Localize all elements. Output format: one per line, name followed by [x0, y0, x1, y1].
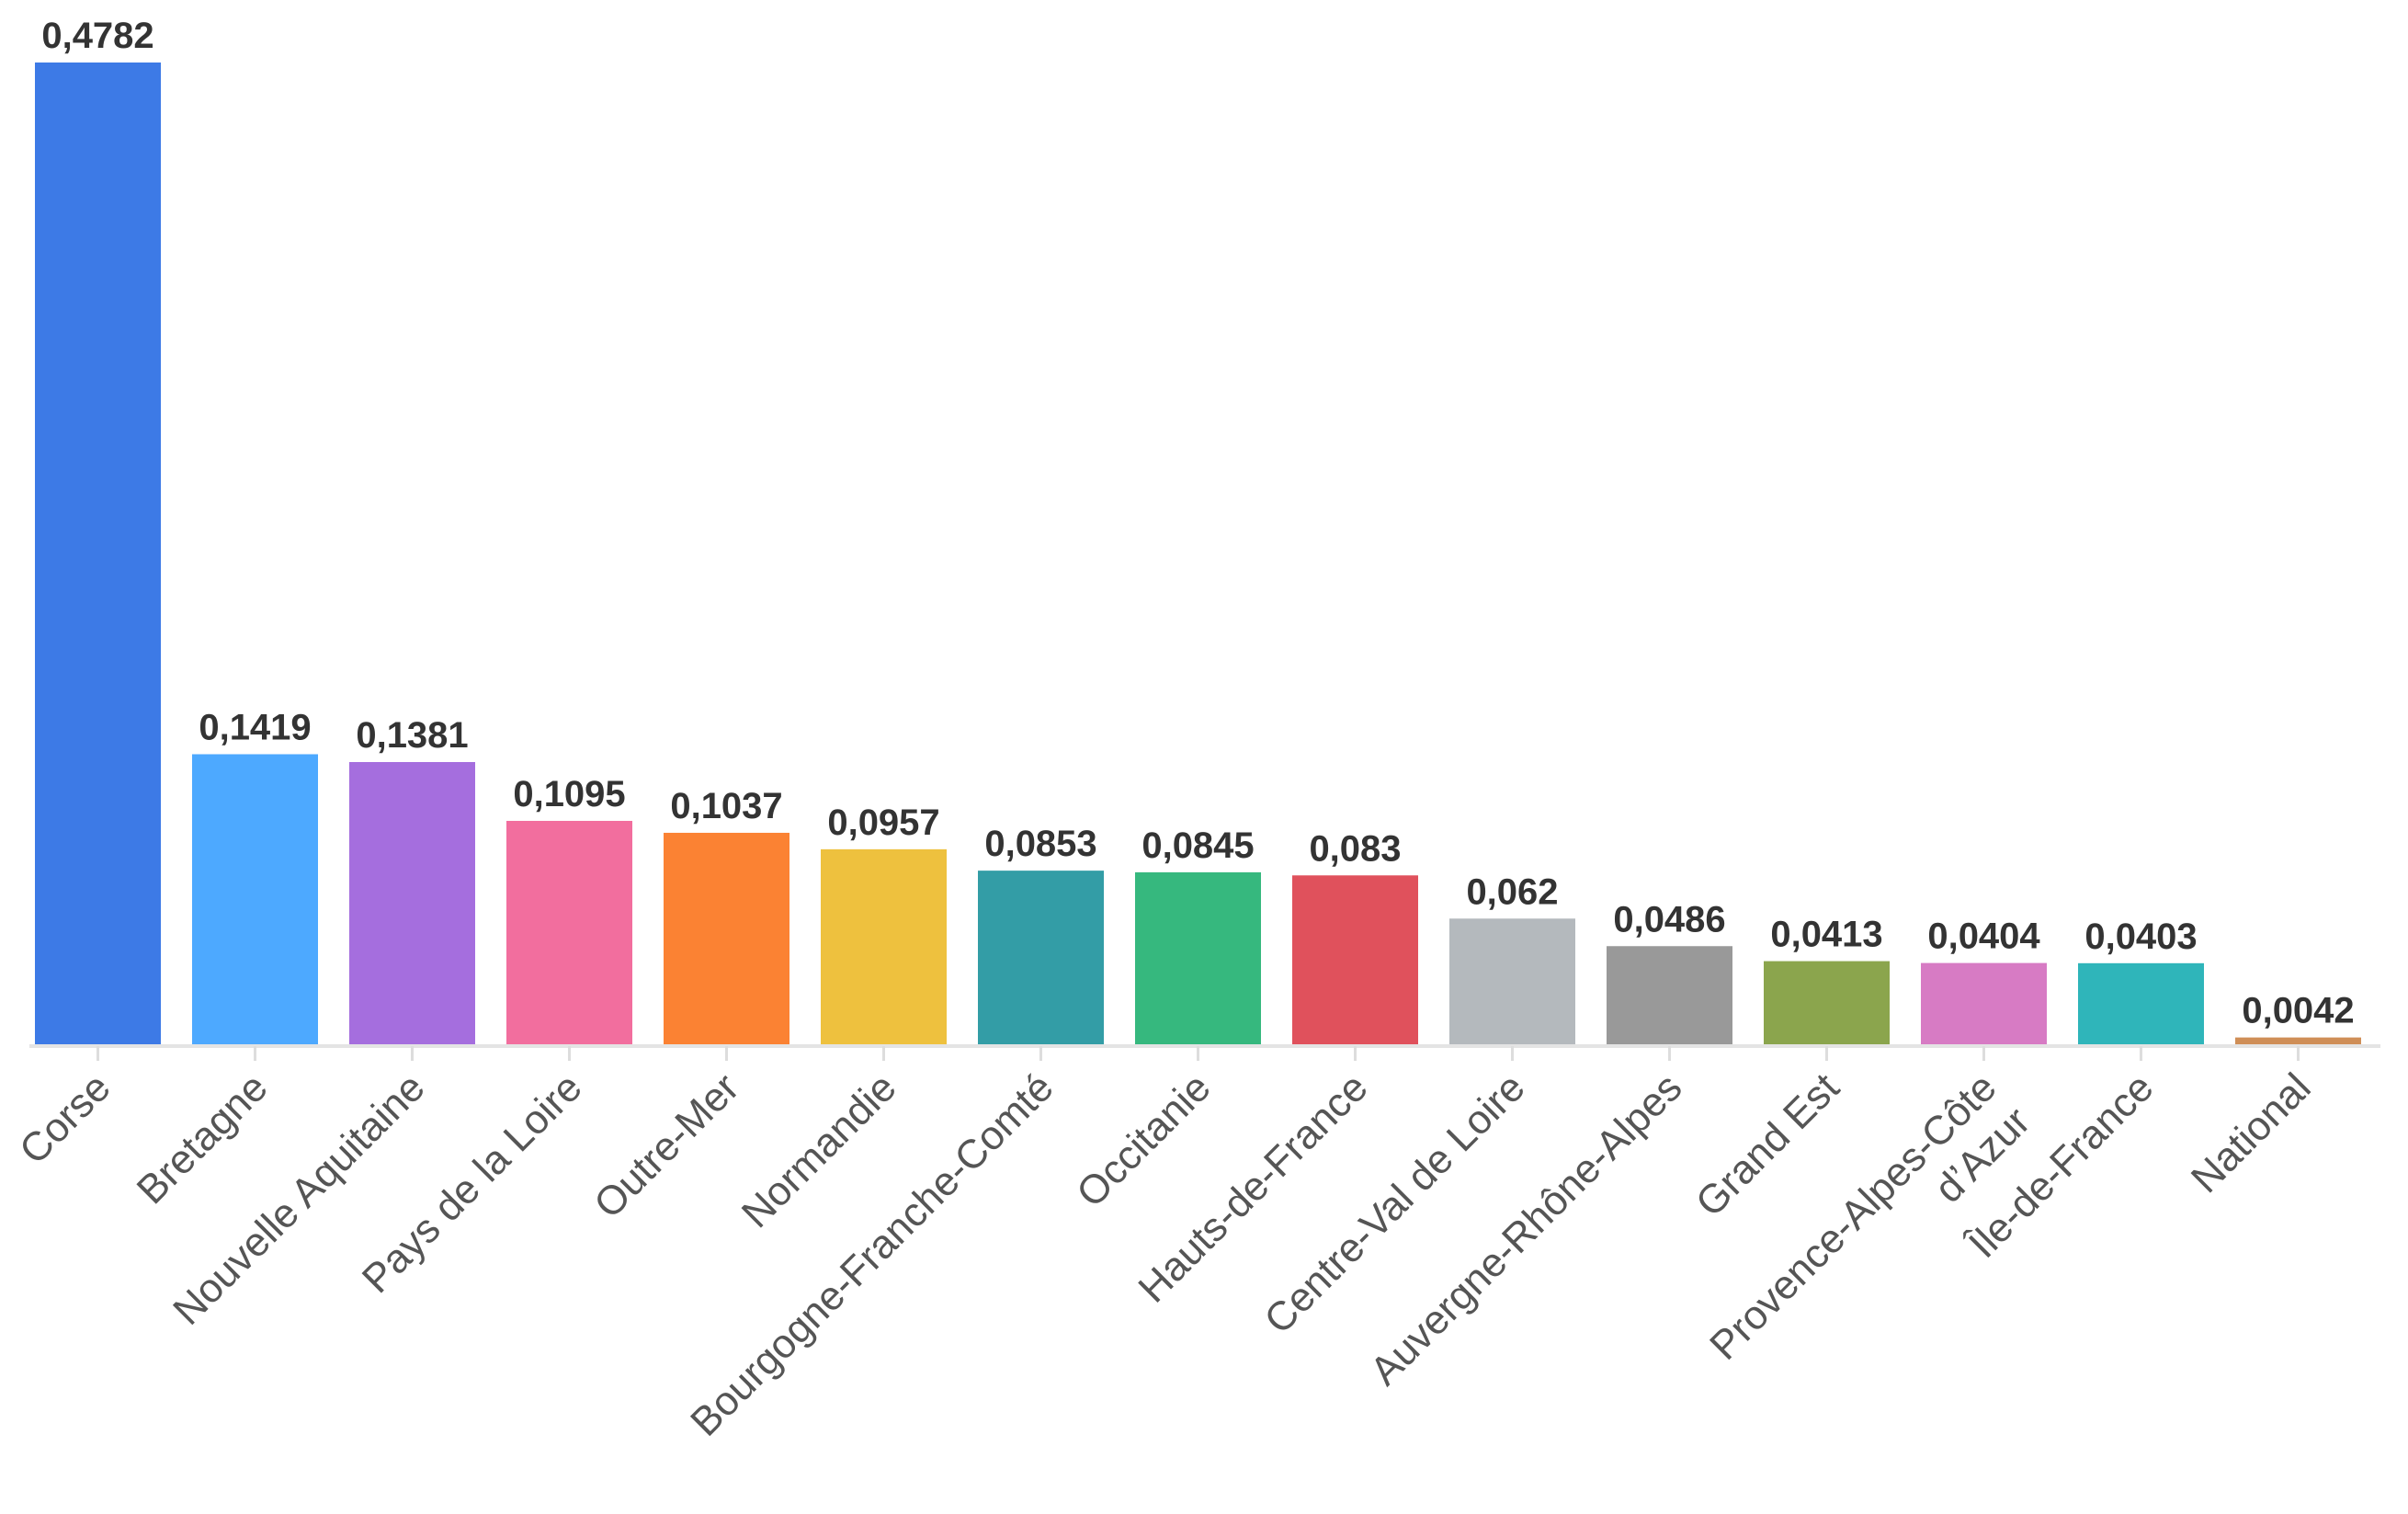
bar-auvergne-rhone-alpes	[1607, 946, 1732, 1046]
x-tick-label-auvergne-rhone-alpes: Auvergne-Rhône-Alpes	[1361, 1064, 1690, 1394]
x-tick-label-line: Occitanie	[1068, 1064, 1219, 1215]
x-tick-label-outre-mer: Outre-Mer	[585, 1064, 747, 1226]
value-label-outre-mer: 0,1037	[670, 786, 782, 826]
x-tick-label-centre-val-de-loire: Centre-Val de Loire	[1255, 1064, 1533, 1342]
value-label-grand-est: 0,0413	[1770, 915, 1882, 955]
value-label-corse: 0,4782	[41, 16, 153, 56]
bar-nouvelle-aquitaine	[349, 761, 475, 1046]
bar-bretagne	[192, 754, 318, 1046]
x-tick-label-corse: Corse	[11, 1064, 119, 1173]
bar-occitanie	[1135, 871, 1261, 1046]
x-tick-label-line: Outre-Mer	[585, 1064, 747, 1226]
bar-provence-alpes-cote-d-azur	[1921, 962, 2047, 1046]
x-tick-label-occitanie: Occitanie	[1068, 1064, 1219, 1215]
value-label-nouvelle-aquitaine: 0,1381	[356, 715, 468, 756]
value-label-ile-de-france: 0,0403	[2084, 916, 2197, 957]
x-tick-label-grand-est: Grand Est	[1687, 1064, 1848, 1225]
x-axis-ticks	[97, 1046, 2300, 1061]
x-tick-label-line: Bretagne	[129, 1064, 277, 1212]
bars-layer	[35, 63, 2361, 1046]
value-label-centre-val-de-loire: 0,062	[1466, 871, 1558, 912]
bar-bourgogne-franche-comte	[978, 871, 1104, 1046]
x-tick-label-line: Provence-Alpes-Côte	[1701, 1064, 2005, 1368]
bar-outre-mer	[664, 832, 789, 1046]
value-label-national: 0,0042	[2242, 991, 2354, 1031]
value-label-occitanie: 0,0845	[1142, 825, 1254, 866]
x-tick-label-line: Normandie	[733, 1064, 905, 1236]
value-label-pays-de-la-loire: 0,1095	[513, 774, 625, 814]
bar-normandie	[821, 848, 947, 1046]
bar-corse	[35, 63, 161, 1046]
bar-hauts-de-france	[1292, 875, 1418, 1046]
x-tick-label-line: Grand Est	[1687, 1064, 1848, 1225]
bar-grand-est	[1764, 961, 1890, 1046]
bar-ile-de-france	[2078, 962, 2204, 1046]
x-tick-label-normandie: Normandie	[733, 1064, 905, 1236]
value-label-auvergne-rhone-alpes: 0,0486	[1613, 899, 1725, 939]
x-tick-label-line: Auvergne-Rhône-Alpes	[1361, 1064, 1690, 1394]
value-label-provence-alpes-cote-d-azur: 0,0404	[1927, 916, 2040, 957]
value-label-bretagne: 0,1419	[199, 707, 311, 747]
x-tick-label-line: National	[2183, 1064, 2320, 1201]
bar-national	[2235, 1037, 2361, 1046]
x-tick-label-line: Centre-Val de Loire	[1255, 1064, 1533, 1342]
value-labels-layer: 0,4782 0,1419 0,1381 0,1095 0,1037 0,0957 0,08…	[41, 16, 2354, 1031]
value-label-hauts-de-france: 0,083	[1309, 828, 1401, 869]
bar-centre-val-de-loire	[1449, 918, 1575, 1046]
value-label-normandie: 0,0957	[827, 803, 939, 843]
value-label-bourgogne-franche-comte: 0,0853	[984, 824, 1096, 864]
x-tick-label-line: Corse	[11, 1064, 119, 1173]
x-tick-label-bretagne: Bretagne	[129, 1064, 277, 1212]
x-tick-label-national: National	[2183, 1064, 2320, 1201]
bar-pays-de-la-loire	[506, 820, 632, 1046]
